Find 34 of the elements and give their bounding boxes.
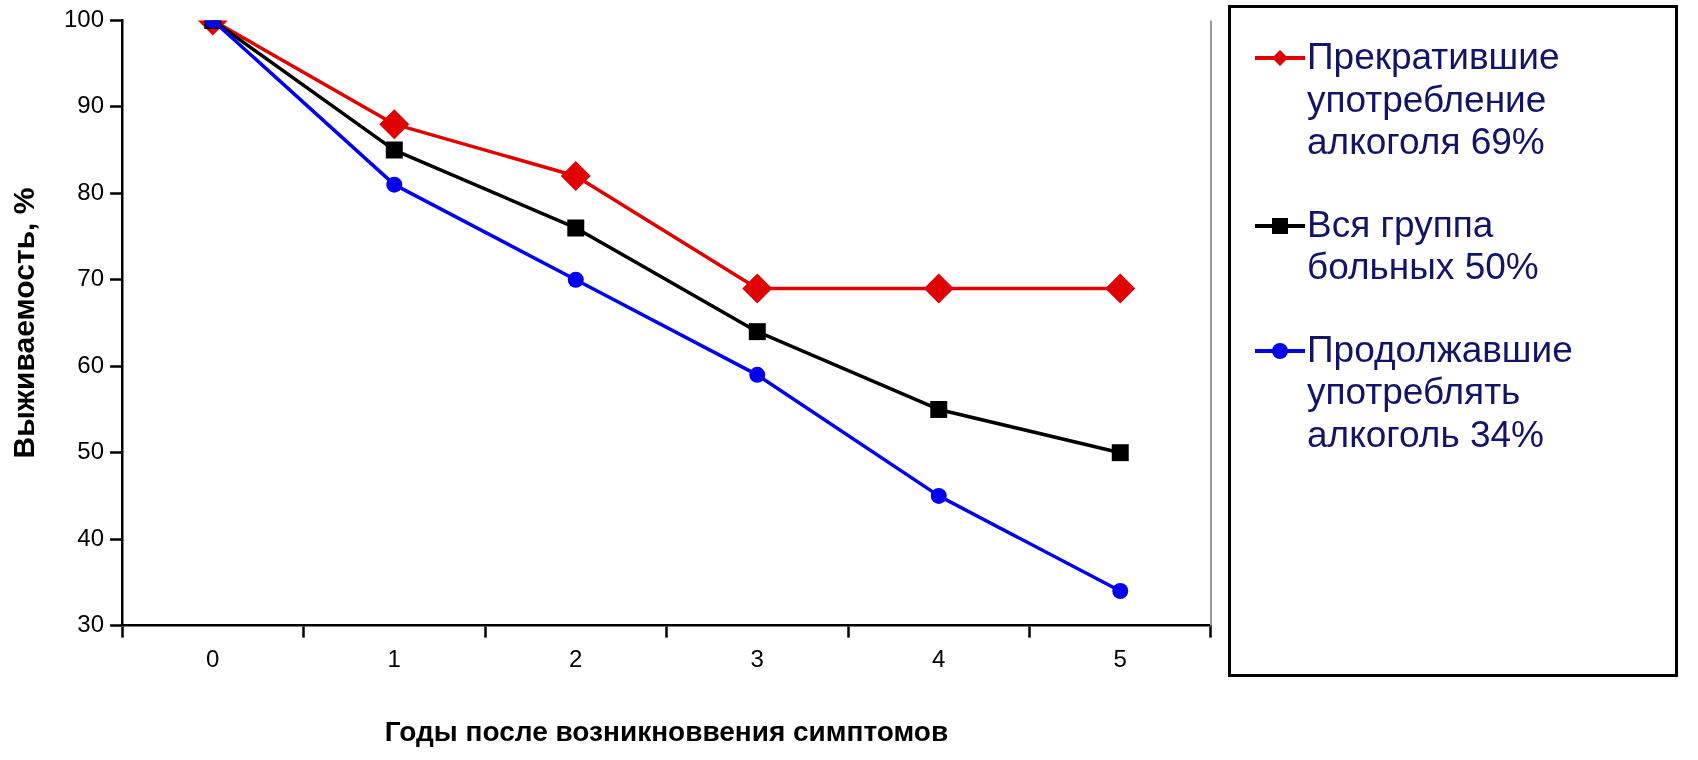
y-tick-label: 100	[64, 5, 105, 33]
point	[930, 400, 948, 418]
point	[742, 273, 773, 304]
x-tick-label: 1	[387, 644, 401, 672]
point	[379, 109, 410, 140]
x-tick-label: 5	[1113, 644, 1127, 672]
point	[748, 323, 766, 341]
point	[923, 273, 954, 304]
x-tick-label: 4	[932, 644, 946, 672]
point	[749, 366, 766, 383]
point	[930, 487, 947, 504]
point	[1105, 273, 1136, 304]
x-tick-label: 2	[569, 644, 583, 672]
y-tick-label: 40	[77, 523, 105, 551]
x-axis-title: Годы после возникноввения симптомов	[384, 715, 949, 747]
x-tick-label: 3	[750, 644, 764, 672]
point	[567, 219, 585, 237]
legend-label: Прекратившие употребление алкоголя 69%	[1307, 36, 1561, 164]
legend-label: Продолжавшие употреблять алкоголь 34%	[1307, 328, 1574, 457]
point	[1111, 444, 1129, 462]
point	[567, 271, 584, 288]
point	[560, 161, 591, 192]
y-axis-title: Выживаемость, %	[7, 187, 41, 459]
y-tick-label: 60	[77, 350, 105, 378]
x-tick-label: 0	[206, 644, 220, 672]
point	[386, 176, 403, 193]
point	[1112, 583, 1129, 600]
legend-label: Вся группа больных 50%	[1307, 203, 1540, 289]
y-tick-label: 50	[77, 437, 105, 465]
y-tick-label: 30	[77, 610, 105, 638]
y-tick-label: 70	[77, 264, 105, 292]
point	[385, 141, 403, 159]
y-tick-label: 80	[77, 177, 105, 205]
y-tick-label: 90	[77, 91, 105, 119]
